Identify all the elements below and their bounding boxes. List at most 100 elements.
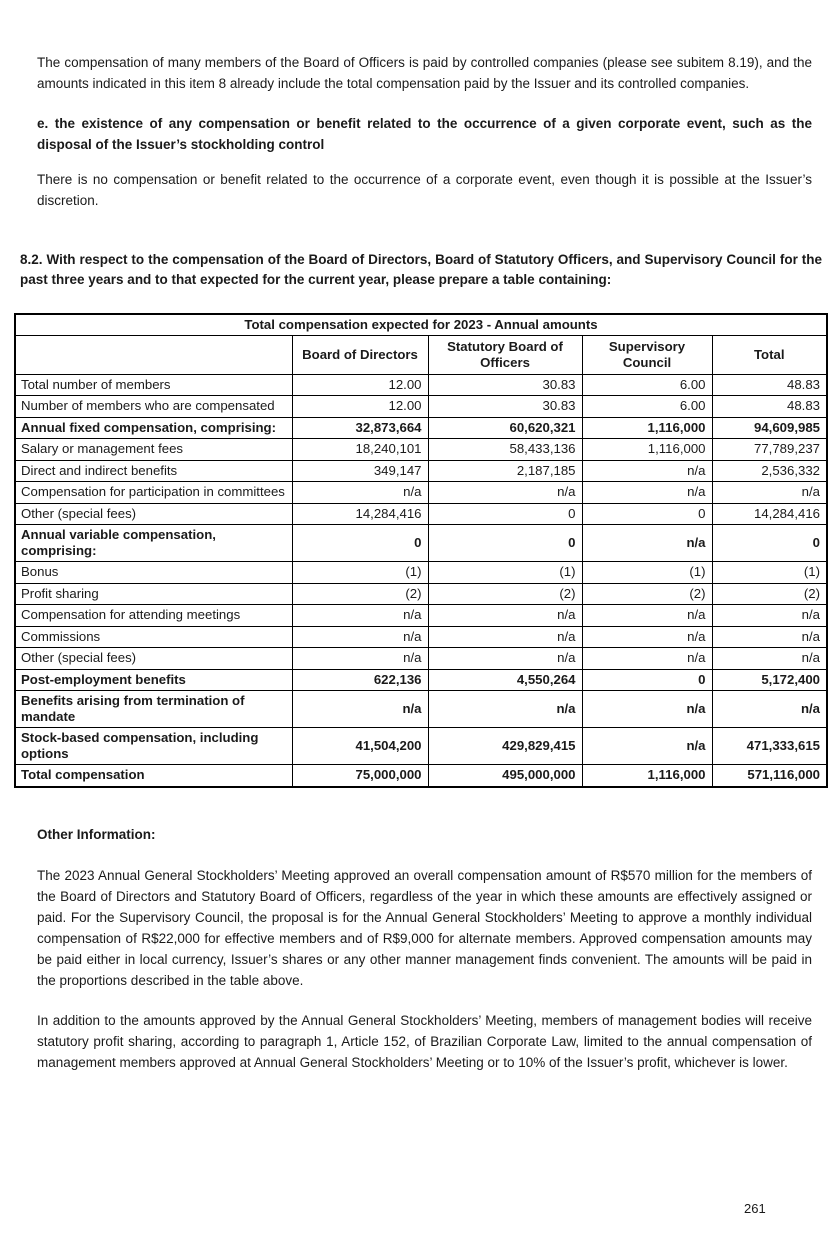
table-row: Direct and indirect benefits 349,147 2,187… [14,459,828,482]
row-value: n/a [427,481,583,504]
row-value: 58,433,136 [427,438,583,461]
row-value: (2) [427,582,583,605]
row-value: n/a [581,690,713,728]
row-value: 12.00 [291,373,429,396]
row-value: 6.00 [581,373,713,396]
row-value: n/a [291,647,429,670]
table-row: Other (special fees) 14,284,416 0 0 14,284,4… [14,502,828,525]
table-row: Post-employment benefits 622,136 4,550,264… [14,668,828,691]
row-label: Profit sharing [14,582,293,605]
row-value: 1,116,000 [581,438,713,461]
row-value: 429,829,415 [427,727,583,765]
row-value: 30.83 [427,373,583,396]
row-value: (2) [581,582,713,605]
row-label: Annual fixed compensation, comprising: [14,416,293,439]
compensation-table-body: Total number of members 12.00 30.83 6.00 48.… [14,373,828,787]
row-value: n/a [581,524,713,562]
row-label: Other (special fees) [14,502,293,525]
table-row: Stock-based compensation, including opti… [14,727,828,765]
table-row: Benefits arising from termination of man… [14,690,828,728]
row-value: 1,116,000 [581,764,713,787]
row-value: 571,116,000 [711,764,828,787]
row-value: n/a [711,690,828,728]
row-value: 48.83 [711,395,828,418]
row-label: Total number of members [14,373,293,396]
table-row: Total compensation 75,000,000 495,000,000 1… [14,764,828,787]
table-row: Bonus (1) (1) (1) (1) [14,561,828,584]
row-label: Salary or management fees [14,438,293,461]
table-row: Annual fixed compensation, comprising: 32… [14,416,828,439]
row-value: (1) [291,561,429,584]
row-value: 0 [581,668,713,691]
row-value: (1) [581,561,713,584]
row-value: n/a [581,727,713,765]
row-value: 6.00 [581,395,713,418]
no-compensation-paragraph: There is no compensation or benefit rela… [37,171,812,208]
row-value: (2) [711,582,828,605]
row-value: 0 [427,502,583,525]
row-value: n/a [427,690,583,728]
row-label: Commissions [14,625,293,648]
heading-item-8-2: 8.2. With respect to the compensation of… [20,251,822,287]
row-value: 4,550,264 [427,668,583,691]
row-label: Compensation for attending meetings [14,604,293,627]
table-row: Salary or management fees 18,240,101 58,43… [14,438,828,461]
row-value: 30.83 [427,395,583,418]
row-value: n/a [711,625,828,648]
header-statutory-board-of-officers: Statutory Board of Officers [427,334,583,375]
header-supervisory-council: Supervisory Council [581,334,713,375]
row-value: (1) [711,561,828,584]
header-empty-cell [14,334,293,375]
table-header-row: Board of Directors Statutory Board of Of… [14,334,828,375]
row-label: Bonus [14,561,293,584]
row-value: n/a [427,625,583,648]
row-value: n/a [581,481,713,504]
row-value: 471,333,615 [711,727,828,765]
row-value: 32,873,664 [291,416,429,439]
table-row: Compensation for attending meetings n/a n/… [14,604,828,627]
other-information-paragraph-2: In addition to the amounts approved by t… [37,1012,812,1070]
row-value: 622,136 [291,668,429,691]
row-label: Compensation for participation in commit… [14,481,293,504]
row-value: 349,147 [291,459,429,482]
other-information-heading: Other Information: [37,826,156,842]
other-information-paragraph-1: The 2023 Annual General Stockholders’ Me… [37,867,812,988]
row-value: n/a [427,604,583,627]
table-row: Commissions n/a n/a n/a n/a [14,625,828,648]
row-value: 0 [427,524,583,562]
row-value: 94,609,985 [711,416,828,439]
row-label: Annual variable compensation, comprising… [14,524,293,562]
row-value: 0 [581,502,713,525]
row-value: 2,536,332 [711,459,828,482]
row-value: 12.00 [291,395,429,418]
row-value: n/a [291,604,429,627]
row-label: Other (special fees) [14,647,293,670]
compensation-table: Total compensation expected for 2023 - A… [14,312,828,788]
row-value: n/a [581,625,713,648]
row-value: 0 [711,524,828,562]
row-value: n/a [581,459,713,482]
row-value: 495,000,000 [427,764,583,787]
header-board-of-directors: Board of Directors [291,334,429,375]
row-value: 1,116,000 [581,416,713,439]
row-value: 18,240,101 [291,438,429,461]
table-row: Annual variable compensation, comprising… [14,524,828,562]
row-value: 48.83 [711,373,828,396]
row-value: 5,172,400 [711,668,828,691]
row-value: n/a [711,647,828,670]
row-value: n/a [291,690,429,728]
row-value: 41,504,200 [291,727,429,765]
row-label: Benefits arising from termination of man… [14,690,293,728]
row-value: 77,789,237 [711,438,828,461]
table-row: Other (special fees) n/a n/a n/a n/a [14,647,828,670]
row-label: Total compensation [14,764,293,787]
table-row: Compensation for participation in commit… [14,481,828,504]
table-row: Profit sharing (2) (2) (2) (2) [14,582,828,605]
row-value: n/a [427,647,583,670]
header-total: Total [711,334,828,375]
page-number: 261 [744,1201,766,1216]
row-value: (1) [427,561,583,584]
row-value: 14,284,416 [711,502,828,525]
row-label: Post-employment benefits [14,668,293,691]
